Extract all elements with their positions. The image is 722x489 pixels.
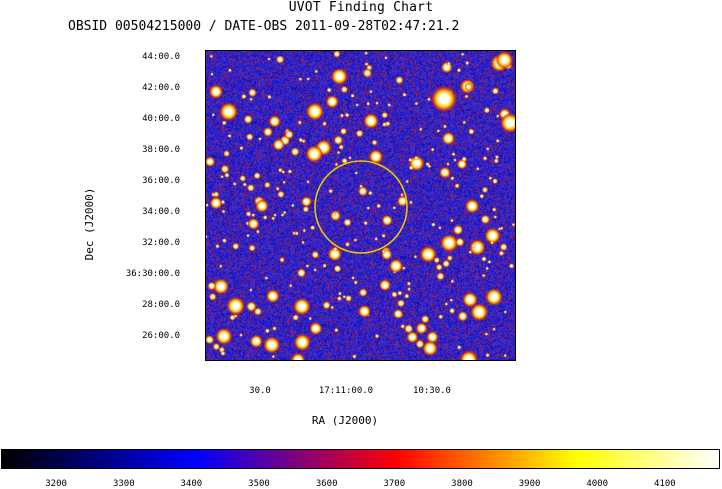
- colorbar: [1, 449, 720, 469]
- colorbar-tick-label: 3500: [248, 479, 270, 489]
- sky-image: [205, 50, 516, 361]
- y-tick-label: 42:00.0: [142, 83, 180, 93]
- colorbar-gradient: [2, 450, 719, 468]
- y-tick-label: 28:00.0: [142, 300, 180, 310]
- colorbar-tick-label: 3200: [45, 479, 67, 489]
- y-tick-label: 36:00.0: [142, 176, 180, 186]
- colorbar-tick-label: 3600: [316, 479, 338, 489]
- sky-image-canvas: [206, 51, 515, 360]
- y-tick-label: 26:00.0: [142, 331, 180, 341]
- x-axis-ticks: 30.0 17:11:00.0 10:30.0: [249, 386, 451, 396]
- colorbar-tick-label: 3800: [451, 479, 473, 489]
- x-tick-label: 10:30.0: [413, 386, 451, 396]
- y-axis-ticks: 44:00.0 42:00.0 40:00.0 38:00.0 36:00.0 34:00…: [126, 52, 180, 341]
- chart-subtitle: OBSID 00504215000 / DATE-OBS 2011-09-28T…: [68, 19, 460, 34]
- y-tick-label: 32:00.0: [142, 238, 180, 248]
- y-tick-label: 38:00.0: [142, 145, 180, 155]
- colorbar-tick-label: 3700: [383, 479, 405, 489]
- colorbar-tick-label: 3900: [519, 479, 541, 489]
- y-tick-label: 40:00.0: [142, 114, 180, 124]
- colorbar-tick-label: 4000: [586, 479, 608, 489]
- colorbar-ticks: 3200 3300 3400 3500 3600 3700 3800 3900 4000 4100: [45, 479, 675, 489]
- colorbar-tick-label: 3300: [113, 479, 135, 489]
- chart-title: UVOT Finding Chart: [288, 0, 434, 15]
- y-tick-label: 44:00.0: [142, 52, 180, 62]
- colorbar-tick-label: 3400: [181, 479, 203, 489]
- x-axis-label: RA (J2000): [312, 414, 378, 427]
- x-tick-label: 17:11:00.0: [319, 386, 373, 396]
- x-tick-label: 30.0: [249, 386, 271, 396]
- y-tick-label: 34:00.0: [142, 207, 180, 217]
- y-tick-label: 36:30:00.0: [126, 269, 180, 279]
- colorbar-tick-label: 4100: [654, 479, 676, 489]
- y-axis-label: Dec (J2000): [83, 188, 96, 261]
